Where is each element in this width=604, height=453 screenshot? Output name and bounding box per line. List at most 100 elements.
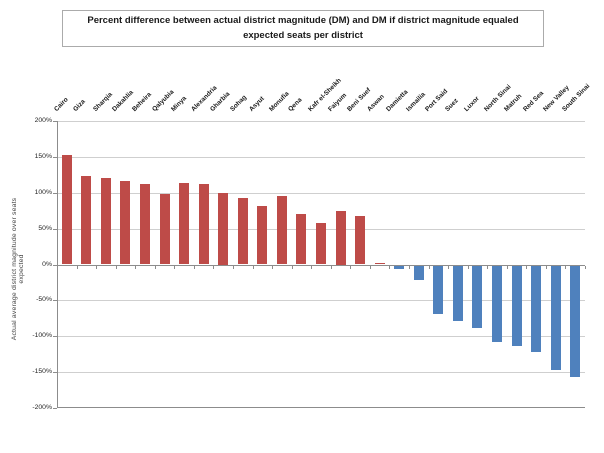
category-tick-mark [545, 265, 547, 269]
y-axis-tick-mark [53, 372, 57, 374]
category-tick-mark [135, 265, 137, 269]
bar-asyut [257, 206, 268, 265]
plot-area [57, 121, 586, 408]
y-axis-tick-mark [53, 300, 57, 302]
bar-sharqia [100, 178, 111, 265]
gridline [57, 192, 585, 194]
bar-beheira [140, 184, 150, 265]
bar-new-valley [550, 265, 561, 370]
gridline [57, 336, 585, 338]
x-label-text: Kafr el-Sheikh [307, 77, 343, 113]
bar-north-sinai [492, 265, 502, 343]
bar-cairo [61, 155, 72, 265]
category-tick-mark [350, 265, 352, 269]
category-tick-mark [369, 265, 371, 269]
y-tick-label: -200% [32, 404, 52, 411]
category-tick-mark [115, 265, 117, 269]
x-label-text: Red Sea [522, 89, 546, 113]
y-tick-label: 50% [38, 224, 52, 232]
bar-minya [179, 182, 190, 265]
gridline [57, 372, 585, 374]
bar-beni-suef [355, 216, 366, 265]
category-tick-mark [487, 265, 489, 269]
category-tick-mark [311, 265, 313, 269]
category-tick-mark [272, 265, 274, 269]
category-tick-mark [174, 265, 176, 269]
category-tick-mark [291, 265, 293, 269]
chart-title: Percent difference between actual distri… [62, 10, 544, 48]
category-tick-mark [330, 265, 332, 269]
category-tick-mark [526, 265, 528, 269]
category-tick-mark [154, 265, 156, 269]
bar-giza [81, 175, 92, 265]
y-axis-tick-mark [53, 264, 57, 266]
y-tick-label: -100% [32, 332, 52, 340]
category-tick-mark [389, 265, 391, 269]
x-label-text: Sohag [228, 93, 248, 113]
bar-qalyubia [159, 194, 170, 265]
x-label-text: Aswan [365, 93, 386, 113]
category-tick-mark [76, 265, 78, 269]
bar-luxor [472, 265, 483, 328]
x-label-text: Asyut [248, 95, 267, 113]
category-tick-mark [409, 265, 410, 269]
bar-ismailia [413, 265, 424, 280]
bar-damietta [394, 265, 405, 270]
category-tick-mark [428, 265, 430, 269]
bar-red-sea [531, 265, 542, 353]
bar-kafr-el-sheikh [316, 222, 326, 265]
category-tick-mark [57, 265, 58, 269]
y-axis-tick-mark [53, 156, 57, 158]
x-label-text: Qena [287, 96, 304, 113]
y-axis-title: Actual average district magnitude over s… [11, 197, 25, 341]
category-tick-mark [193, 265, 195, 269]
y-tick-label: 0% [42, 260, 52, 268]
bar-dakahlia [120, 180, 131, 265]
bar-faiyum [335, 210, 346, 265]
category-tick-mark [448, 265, 450, 269]
gridline [57, 121, 585, 122]
bar-port-said [433, 265, 444, 315]
category-tick-mark [467, 265, 469, 269]
category-tick-mark [565, 265, 567, 269]
y-tick-label: -50% [36, 296, 52, 304]
category-tick-mark [506, 265, 508, 269]
x-label-text: Sharqia [91, 91, 114, 113]
bar-south-sinai [570, 265, 581, 377]
y-axis-tick-mark [53, 121, 57, 122]
y-axis-tick-mark [53, 192, 57, 194]
x-label-text: Cairo [52, 96, 70, 113]
y-tick-label: 150% [34, 152, 52, 160]
bar-gharbia [218, 192, 229, 265]
plot-bottom-border [57, 407, 585, 408]
bar-aswan [374, 263, 385, 265]
category-tick-mark [233, 265, 234, 269]
y-tick-label: 100% [34, 188, 52, 196]
bar-qena [296, 214, 307, 265]
bar-alexandria [198, 184, 209, 265]
bar-monufia [276, 196, 287, 265]
x-label-text: Matruh [502, 92, 523, 113]
x-label-text: Minya [170, 95, 189, 113]
bar-sohag [237, 197, 248, 265]
x-label-text: Luxor [463, 95, 482, 113]
category-tick-mark [96, 265, 98, 269]
x-label-text: Suez [443, 97, 460, 113]
gridline [57, 156, 585, 158]
y-axis-line [57, 121, 58, 408]
y-axis-tick-mark [53, 228, 57, 230]
y-axis-tick-mark [53, 336, 57, 338]
y-tick-label: -150% [32, 368, 52, 376]
y-tick-label: 200% [34, 117, 52, 124]
category-tick-mark [252, 265, 254, 269]
category-tick-mark [213, 265, 215, 269]
y-axis-tick-mark [53, 408, 57, 409]
x-label-text: Monufia [267, 90, 291, 113]
zero-axis-line [57, 264, 585, 266]
gridline [57, 300, 585, 302]
bar-suez [452, 265, 463, 321]
category-tick-mark [585, 265, 586, 269]
bar-matruh [511, 265, 522, 346]
x-label-text: Giza [72, 98, 88, 113]
